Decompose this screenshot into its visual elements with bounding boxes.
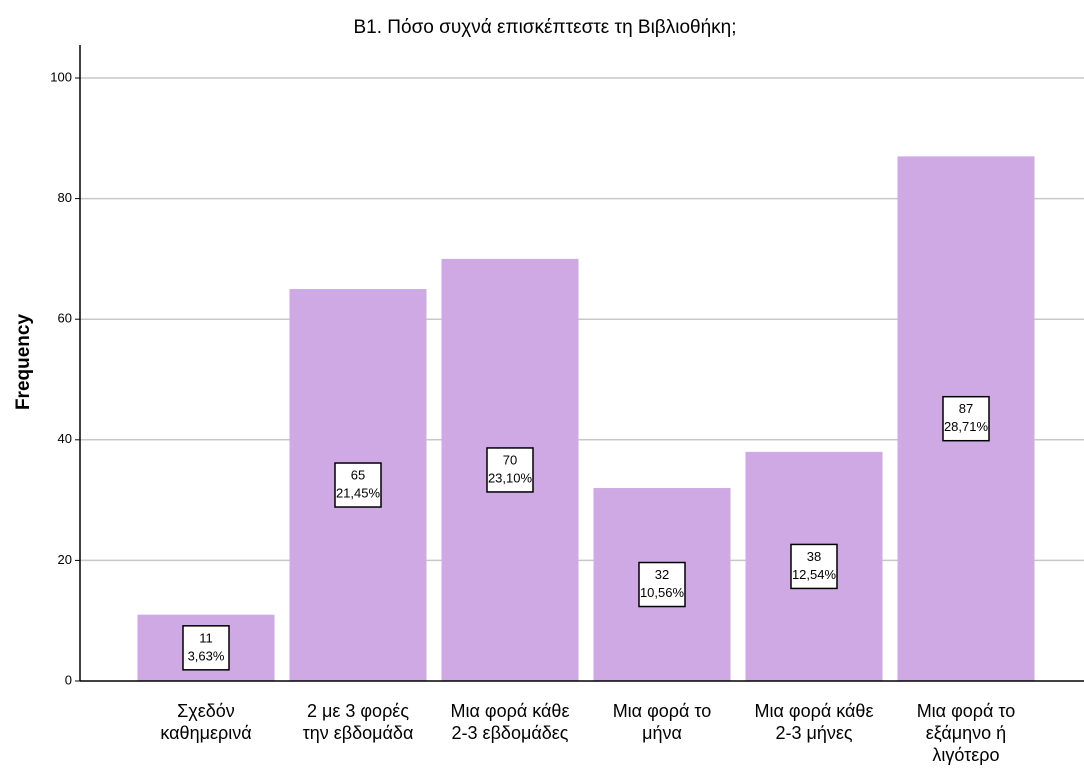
data-label-percent: 23,10%: [488, 470, 533, 485]
data-label-box: [942, 395, 990, 442]
data-label-percent: 21,45%: [336, 485, 381, 500]
y-tick-label: 100: [50, 69, 72, 84]
x-tick-label: Σχεδόν: [177, 701, 235, 721]
data-label-percent: 28,71%: [944, 419, 989, 434]
x-tick-label: Μια φορά κάθε: [451, 701, 570, 721]
data-label: 87: [959, 401, 973, 416]
data-label: 70: [503, 452, 517, 467]
x-tick-label: καθημερινά: [160, 723, 251, 743]
data-label-box: [638, 561, 686, 608]
data-label: 38: [807, 549, 821, 564]
data-label: 32: [655, 567, 669, 582]
data-label-percent: 10,56%: [640, 585, 685, 600]
data-label-percent: 12,54%: [792, 567, 837, 582]
x-tick-label: λιγότερο: [932, 745, 999, 765]
y-tick-label: 40: [58, 431, 72, 446]
chart-title: B1. Πόσο συχνά επισκέπτεστε τη Βιβλιοθήκ…: [353, 17, 736, 38]
y-tick-label: 80: [58, 190, 72, 205]
x-tick-label: μήνα: [642, 723, 682, 743]
x-tick-label: 2-3 μήνες: [775, 723, 852, 743]
data-label-percent: 3,63%: [188, 648, 225, 663]
x-tick-label: Μια φορά κάθε: [755, 701, 874, 721]
y-tick-label: 0: [65, 672, 72, 687]
data-label: 65: [351, 467, 365, 482]
data-label-box: [182, 625, 230, 671]
data-label-box: [790, 543, 838, 590]
x-tick-label: την εβδομάδα: [303, 723, 414, 743]
data-label: 11: [199, 630, 213, 645]
data-label-box: [486, 447, 534, 493]
x-tick-label: εξάμηνο ή: [926, 723, 1006, 743]
y-tick-label: 60: [58, 311, 72, 326]
x-tick-label: 2 με 3 φορές: [307, 701, 409, 721]
y-axis-label: Frequency: [13, 314, 34, 411]
y-tick-label: 20: [58, 552, 72, 567]
x-tick-label: Μια φορά το: [917, 701, 1016, 721]
data-label-box: [334, 462, 382, 508]
x-tick-label: Μια φορά το: [613, 701, 712, 721]
x-tick-label: 2-3 εβδομάδες: [452, 723, 569, 743]
